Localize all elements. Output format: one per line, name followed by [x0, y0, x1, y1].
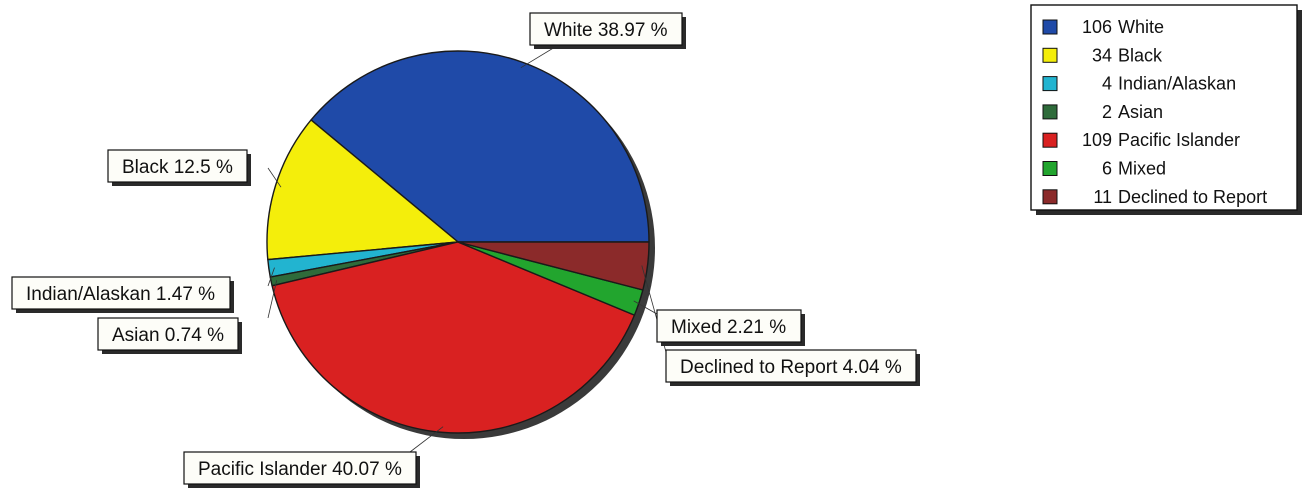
pie-slice-declined-to-report — [457, 241, 650, 291]
legend-label-text: White — [1118, 17, 1164, 37]
legend-label-text: Indian/Alaskan — [1118, 74, 1236, 94]
leader-line-black — [267, 167, 282, 188]
legend-label-text: Pacific Islander — [1118, 130, 1240, 150]
leader-line-mixed — [633, 300, 658, 315]
legend-label: 4 — [1102, 74, 1112, 94]
data-label-box — [11, 276, 231, 310]
leader-line-pacific-islander — [409, 426, 444, 453]
legend-box — [1030, 4, 1298, 211]
data-label-mixed: Mixed 2.21 % — [656, 309, 805, 346]
legend-swatch — [1042, 47, 1058, 63]
legend-swatch — [1042, 104, 1058, 120]
data-label-box — [656, 309, 802, 343]
legend-item-asian: 2 Asian — [1042, 102, 1163, 122]
pie-slice-pacific-islander — [271, 241, 636, 434]
data-label-text: Indian/Alaskan 1.47 % — [26, 284, 215, 305]
data-label-text: Asian 0.74 % — [112, 325, 224, 346]
legend-item-black: 34 Black — [1042, 45, 1163, 65]
legend-label-text: Black — [1118, 45, 1163, 65]
data-label-text: Declined to Report 4.04 % — [680, 357, 902, 378]
legend-item-white: 106 White — [1042, 17, 1164, 37]
legend-label-text: Mixed — [1118, 159, 1166, 179]
legend-item-mixed: 6 Mixed — [1042, 159, 1166, 179]
data-label-box — [529, 12, 683, 46]
data-label-box — [107, 149, 248, 183]
legend-swatch — [1042, 19, 1058, 35]
legend-label: 11 — [1093, 187, 1112, 207]
data-label-asian: Asian 0.74 % — [97, 317, 242, 354]
legend-swatch — [1042, 161, 1058, 176]
legend-label-text: Asian — [1118, 102, 1163, 122]
data-label-box — [665, 349, 917, 383]
data-label-declined-to-report: Declined to Report 4.04 % — [665, 349, 920, 386]
data-label-text: White 38.97 % — [544, 20, 668, 41]
data-label-black: Black 12.5 % — [107, 149, 251, 186]
pie-slice-white — [310, 50, 650, 243]
data-label-box — [183, 451, 417, 485]
legend-label: 6 — [1102, 159, 1112, 179]
legend-label: 109 — [1082, 130, 1112, 150]
data-labels: White 38.97 % Black 12.5 % Indian/Alaskan … — [11, 12, 920, 488]
data-label-box — [97, 317, 239, 351]
data-label-pacific-islander: Pacific Islander 40.07 % — [183, 451, 420, 488]
legend-label: 106 — [1082, 17, 1112, 37]
data-label-text: Mixed 2.21 % — [671, 317, 786, 338]
data-label-text: Pacific Islander 40.07 % — [198, 459, 402, 480]
legend: 106 White 34 Black 4 Indian/Alaskan 2 Asian 109 P… — [1030, 4, 1302, 215]
data-label-text: Black 12.5 % — [122, 157, 233, 178]
legend-swatch — [1042, 76, 1058, 92]
pie-slices — [266, 50, 655, 439]
legend-label: 2 — [1102, 102, 1112, 122]
legend-item-declined-to-report: 11 Declined to Report — [1042, 187, 1267, 207]
legend-label-text: Declined to Report — [1118, 187, 1267, 207]
leader-line-indian-alaskan — [267, 267, 275, 287]
legend-item-indian-alaskan: 4 Indian/Alaskan — [1042, 74, 1236, 94]
leader-line-asian — [267, 280, 278, 319]
data-label-white: White 38.97 % — [529, 12, 686, 49]
legend-item-pacific-islander: 109 Pacific Islander — [1042, 130, 1240, 150]
data-label-indian-alaskan: Indian/Alaskan 1.47 % — [11, 276, 234, 313]
pie-slice-black — [266, 119, 459, 261]
legend-swatch — [1042, 189, 1058, 205]
legend-swatch — [1042, 132, 1058, 148]
legend-label: 34 — [1092, 45, 1112, 65]
